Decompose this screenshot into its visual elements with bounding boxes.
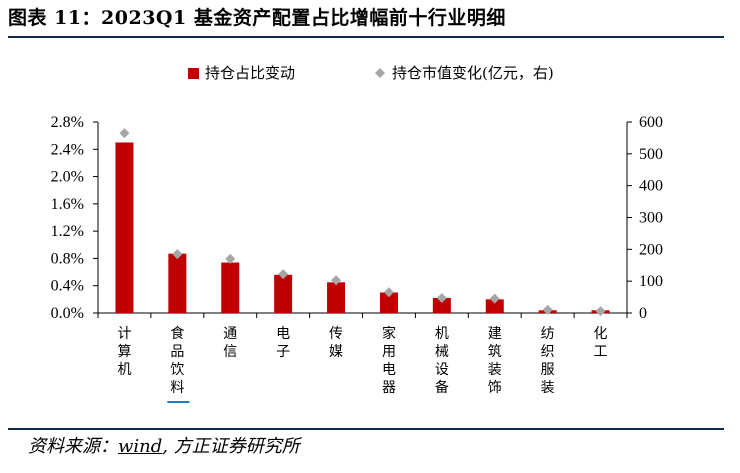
y-right-tick-label: 600 bbox=[639, 114, 663, 131]
legend-bar-swatch bbox=[188, 68, 199, 79]
category-label-5: 家用电器 bbox=[382, 325, 396, 396]
bar-1 bbox=[168, 253, 187, 313]
y-left-tick-label: 0.0% bbox=[51, 305, 84, 322]
source-wind: wind bbox=[118, 436, 163, 457]
marker-2 bbox=[225, 253, 236, 264]
category-label-6: 机械设备 bbox=[435, 326, 449, 396]
category-label-4: 传媒 bbox=[329, 326, 343, 360]
category-label-0: 计算机 bbox=[117, 326, 131, 378]
bar-7 bbox=[485, 299, 504, 313]
bar-2 bbox=[221, 262, 240, 313]
y-left-tick-label: 1.2% bbox=[51, 223, 84, 240]
bar-6 bbox=[432, 297, 451, 313]
legend-bar-label: 持仓占比变动 bbox=[205, 64, 295, 82]
y-left-tick-label: 2.4% bbox=[51, 141, 84, 158]
category-label-1: 食品饮料 bbox=[170, 325, 184, 396]
marker-1 bbox=[172, 249, 183, 260]
figure-title: 图表 11：2023Q1 基金资产配置占比增幅前十行业明细 bbox=[8, 7, 506, 29]
source-prefix: 资料来源： bbox=[28, 436, 118, 457]
y-right-tick-label: 400 bbox=[639, 178, 663, 195]
y-left-tick-label: 0.8% bbox=[51, 250, 84, 267]
marker-4 bbox=[331, 275, 342, 286]
y-left-tick-label: 1.6% bbox=[51, 196, 84, 213]
marker-3 bbox=[278, 269, 289, 280]
y-right-tick-label: 300 bbox=[639, 210, 663, 227]
bar-5 bbox=[379, 292, 398, 313]
y-right-tick-label: 500 bbox=[639, 146, 663, 163]
legend-marker-swatch bbox=[375, 68, 385, 78]
y-right-tick-label: 100 bbox=[639, 273, 663, 290]
source-suffix: , 方正证券研究所 bbox=[162, 436, 300, 457]
marker-6 bbox=[436, 293, 447, 304]
marker-9 bbox=[595, 306, 606, 317]
marker-7 bbox=[489, 293, 500, 304]
title-rule bbox=[8, 36, 724, 38]
category-label-9: 化工 bbox=[594, 326, 608, 360]
category-underline bbox=[167, 401, 190, 403]
marker-0 bbox=[119, 128, 130, 139]
y-left-tick-label: 0.4% bbox=[51, 278, 84, 295]
legend-marker-label: 持仓市值变化(亿元，右) bbox=[392, 64, 554, 82]
y-right-tick-label: 200 bbox=[639, 241, 663, 258]
bar-0 bbox=[115, 142, 134, 313]
bar-4 bbox=[327, 282, 346, 313]
y-left-tick-label: 2.0% bbox=[51, 169, 84, 186]
marker-5 bbox=[383, 287, 394, 298]
source-note: 资料来源：wind, 方正证券研究所 bbox=[28, 432, 300, 458]
y-right-tick-label: 0 bbox=[639, 305, 647, 322]
source-rule bbox=[8, 428, 724, 430]
marker-8 bbox=[542, 304, 553, 315]
category-label-2: 通信 bbox=[223, 326, 237, 360]
category-label-3: 电子 bbox=[276, 326, 290, 360]
category-label-7: 建筑装饰 bbox=[488, 326, 502, 396]
y-left-tick-label: 2.8% bbox=[51, 114, 84, 131]
category-label-8: 纺织服装 bbox=[541, 326, 555, 396]
bar-3 bbox=[274, 274, 293, 313]
